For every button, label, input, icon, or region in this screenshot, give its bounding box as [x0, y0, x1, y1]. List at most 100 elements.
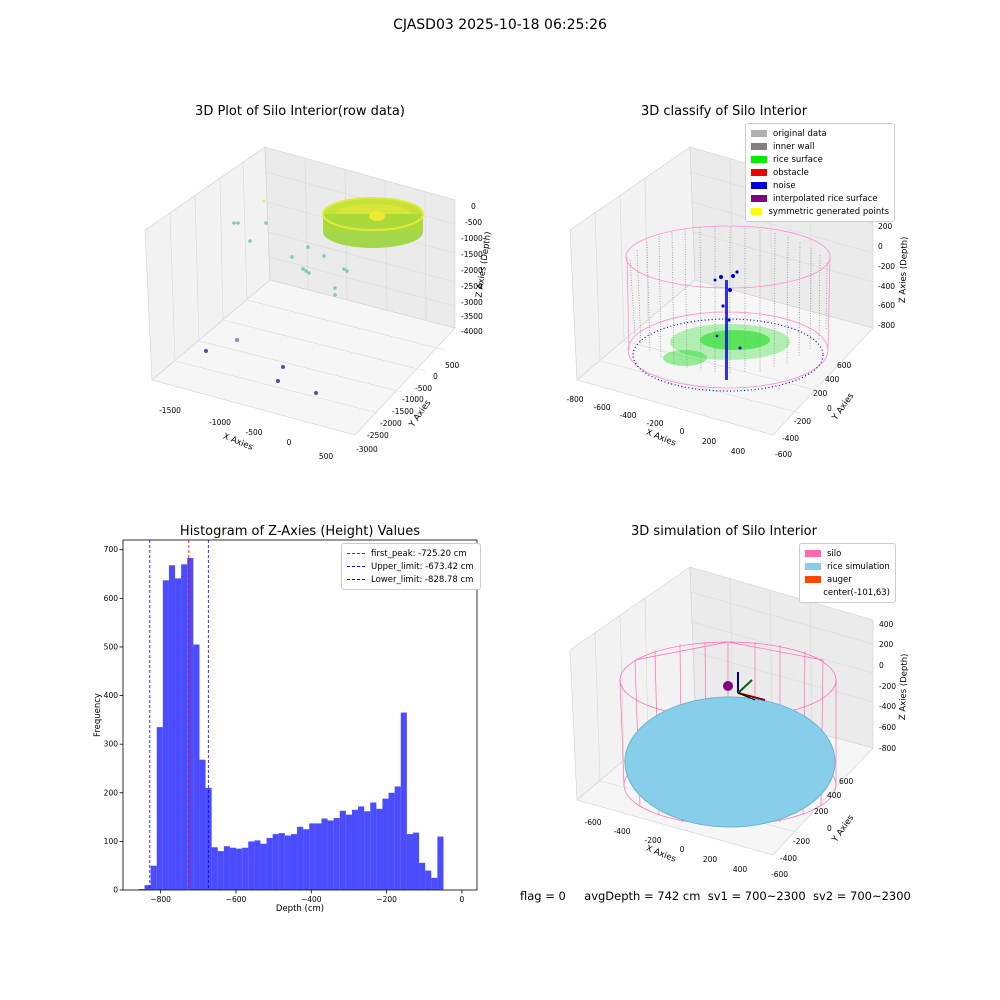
histogram-bar — [388, 792, 395, 890]
legend-swatch — [805, 589, 818, 596]
histogram-bar — [278, 833, 285, 890]
simulation-x-tick: -600 — [584, 818, 601, 827]
simulation-x-tick: 200 — [703, 855, 718, 864]
classify-y-tick: 200 — [813, 389, 828, 398]
histogram-bar — [193, 644, 200, 890]
simulation-y-tick: 200 — [814, 807, 829, 816]
classify-z-tick: -200 — [878, 262, 895, 271]
histogram-bar — [254, 840, 261, 890]
legend-swatch — [751, 130, 767, 137]
histogram-bar — [376, 808, 383, 890]
classify-x-tick: -600 — [593, 403, 610, 412]
histogram-bar — [199, 759, 206, 890]
histogram-x-tick-label: −200 — [376, 895, 397, 904]
legend-label: Lower_limit: -828.78 cm — [371, 574, 474, 585]
histogram-y-ticks: 0 100 200 300 400 500 600 700 — [104, 545, 123, 895]
raw-y-tick: 500 — [445, 361, 460, 370]
classify-z-tick: 200 — [878, 222, 893, 231]
legend-entry: first_peak: -725.20 cm — [347, 547, 475, 560]
histogram-bar — [358, 806, 365, 890]
histogram-y-tick-label: 200 — [104, 788, 119, 797]
simulation-y-tick: -600 — [771, 870, 788, 879]
simulation-plot-title: 3D simulation of Silo Interior — [631, 524, 817, 539]
legend-entry: center(-101,63) — [805, 586, 890, 599]
legend-swatch — [805, 576, 821, 583]
histogram-bar — [242, 847, 249, 890]
histogram-bar — [333, 818, 340, 890]
classify-x-tick: 200 — [702, 437, 717, 446]
histogram-bar — [217, 851, 224, 890]
histogram-bar — [138, 889, 145, 890]
simulation-z-tick: 200 — [879, 640, 894, 649]
raw-x-tick: -1000 — [209, 418, 231, 427]
raw-x-tick: 500 — [319, 452, 334, 460]
legend-swatch — [751, 156, 767, 163]
histogram-bar — [223, 846, 230, 890]
histogram-y-tick-label: 100 — [104, 837, 119, 846]
histogram-bar — [419, 862, 426, 890]
raw-x-tick: -500 — [245, 428, 262, 437]
histogram-bar — [266, 837, 273, 890]
legend-swatch — [805, 563, 821, 570]
legend-label: first_peak: -725.20 cm — [371, 548, 467, 559]
raw-z-tick: -2500 — [461, 282, 483, 291]
simulation-3d-plot[interactable]: -600 -400 -200 0 200 400 600 400 200 0 -… — [555, 550, 910, 880]
raw-z-tick: -3000 — [461, 298, 483, 307]
histogram-bar — [248, 841, 255, 890]
legend-label: rice surface — [773, 154, 823, 165]
histogram-plot[interactable]: −800 −600 −400 −200 0 0 100 200 300 400 500 600 700… — [85, 535, 485, 920]
histogram-bar — [229, 847, 237, 890]
histogram-bar — [156, 727, 163, 890]
raw-y-tick: -3000 — [356, 445, 378, 454]
histogram-bar — [370, 802, 377, 890]
flag-text: flag = 0 — [520, 889, 566, 903]
histogram-bar — [168, 565, 176, 890]
raw-3d-plot[interactable]: -1500 -1000 -500 0 500 500 0 -500 -1000 … — [130, 130, 500, 460]
histogram-x-tick-label: −800 — [150, 895, 171, 904]
histogram-y-label: Frequency — [93, 693, 103, 737]
raw-y-tick: -2500 — [367, 431, 389, 440]
raw-y-tick: 0 — [433, 372, 438, 381]
histogram-bar — [364, 811, 371, 890]
raw-z-tick: -1000 — [461, 234, 483, 243]
legend-swatch — [751, 208, 763, 215]
histogram-bar — [236, 848, 243, 890]
simulation-x-tick: -200 — [644, 836, 661, 845]
legend-label: auger — [827, 574, 852, 585]
classify-x-tick: -800 — [566, 395, 583, 404]
legend-swatch — [751, 169, 767, 176]
figure-title: CJASD03 2025-10-18 06:25:26 — [393, 17, 607, 33]
classify-y-tick: 400 — [825, 375, 840, 384]
histogram-bar — [150, 865, 157, 890]
histogram-x-tick-label: −400 — [301, 895, 322, 904]
legend-swatch — [751, 195, 767, 202]
classify-y-tick: -400 — [782, 434, 799, 443]
histogram-bar — [412, 832, 420, 890]
histogram-bar — [303, 829, 310, 890]
legend-swatch — [805, 550, 821, 557]
classify-z-label: Z Axies (Depth) — [898, 236, 910, 303]
legend-entry: interpolated rice surface — [751, 192, 889, 205]
classify-y-label: Y Axies — [830, 391, 857, 423]
legend-entry: inner wall — [751, 140, 889, 153]
legend-entry: Upper_limit: -673.42 cm — [347, 560, 475, 573]
legend-line — [347, 553, 365, 554]
histogram-bar — [211, 847, 218, 890]
histogram-bar — [284, 835, 291, 890]
legend-label: interpolated rice surface — [773, 193, 878, 204]
raw-x-tick: -1500 — [159, 406, 181, 415]
simulation-y-tick: -400 — [780, 854, 797, 863]
histogram-legend: first_peak: -725.20 cm Upper_limit: -673… — [341, 543, 481, 590]
raw-z-tick: -2000 — [461, 266, 483, 275]
simulation-z-tick: -200 — [879, 682, 896, 691]
simulation-z-tick: 400 — [879, 620, 894, 629]
simulation-z-tick: -600 — [879, 723, 896, 732]
legend-entry: symmetric generated points — [751, 205, 889, 218]
histogram-x-label: Depth (cm) — [276, 904, 324, 914]
legend-entry: obstacle — [751, 166, 889, 179]
classify-x-tick: -400 — [619, 411, 636, 420]
classify-z-tick: -800 — [878, 321, 895, 330]
simulation-y-tick: 400 — [827, 791, 842, 800]
histogram-x-tick-label: 0 — [460, 895, 465, 904]
histogram-bar — [351, 809, 359, 890]
